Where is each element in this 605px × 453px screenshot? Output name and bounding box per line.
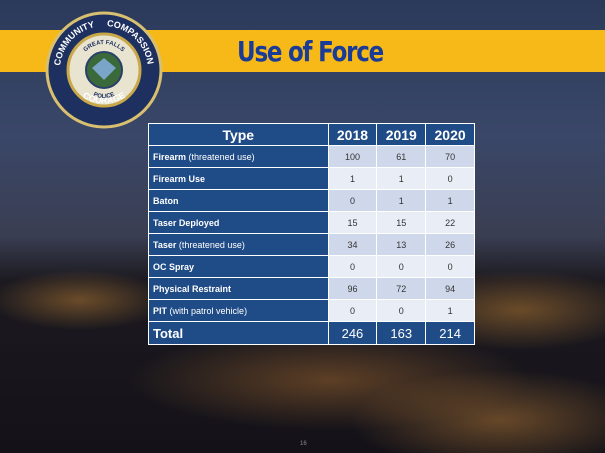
row-label-text: Total <box>153 325 184 341</box>
cell-value: 1 <box>376 167 427 190</box>
cell-value: 1 <box>425 299 475 322</box>
cell-value: 15 <box>327 211 378 234</box>
row-label: Physical Restraint <box>148 277 329 300</box>
cell-value: 72 <box>376 277 427 300</box>
cell-value: 100 <box>327 145 378 168</box>
cell-value: 13 <box>376 233 427 256</box>
cell-value: 246 <box>327 321 378 345</box>
row-label-text: Taser <box>153 239 177 250</box>
cell-value: 0 <box>376 255 427 278</box>
badge-bottom: COURAGE <box>81 90 127 105</box>
cell-value: 0 <box>376 299 427 322</box>
row-label: OC Spray <box>148 255 329 278</box>
page-number: 16 <box>300 441 307 447</box>
table-row: Physical Restraint 96 72 94 <box>148 277 475 300</box>
cell-value: 26 <box>425 233 475 256</box>
row-label-note: (threatened use) <box>178 239 245 250</box>
cell-value: 61 <box>376 145 427 168</box>
table-row: OC Spray 0 0 0 <box>148 255 475 278</box>
cell-value: 0 <box>327 189 378 212</box>
cell-value: 0 <box>327 255 378 278</box>
cell-value: 15 <box>376 211 427 234</box>
table-row: PIT (with patrol vehicle) 0 0 1 <box>148 299 475 322</box>
cell-value: 214 <box>425 321 475 345</box>
row-label-text: Firearm <box>153 151 187 162</box>
row-label-note: (with patrol vehicle) <box>169 305 248 316</box>
row-label-text: Firearm Use <box>153 173 206 184</box>
row-label: Taser (threatened use) <box>148 233 329 256</box>
row-label-text: Physical Restraint <box>153 283 232 294</box>
cell-value: 0 <box>425 167 475 190</box>
row-label: PIT (with patrol vehicle) <box>148 299 329 322</box>
badge-inner-bottom: POLICE <box>92 92 115 100</box>
column-header: Type <box>148 123 329 146</box>
column-header: 2020 <box>425 123 475 146</box>
badge-text: COURAGE <box>81 90 127 105</box>
cell-value: 1 <box>376 189 427 212</box>
cell-value: 70 <box>425 145 475 168</box>
cell-value: 1 <box>425 189 475 212</box>
table-row: Taser (threatened use) 34 13 26 <box>148 233 475 256</box>
cell-value: 163 <box>376 321 427 345</box>
cell-value: 1 <box>327 167 378 190</box>
slide-title: Use of Force <box>237 35 384 68</box>
row-label: Firearm (threatened use) <box>148 145 329 168</box>
row-label-text: Baton <box>153 195 179 206</box>
table-row: Total 246 163 214 <box>148 321 475 345</box>
cell-value: 22 <box>425 211 475 234</box>
header-row: Type 2018 2019 2020 <box>148 123 475 146</box>
row-label: Firearm Use <box>148 167 329 190</box>
table-row: Firearm (threatened use) 100 61 70 <box>148 145 475 168</box>
column-header: 2018 <box>327 123 378 146</box>
row-label-text: OC Spray <box>153 261 195 272</box>
cell-value: 0 <box>327 299 378 322</box>
badge-text: POLICE <box>92 92 115 100</box>
cell-value: 96 <box>327 277 378 300</box>
table-row: Baton 0 1 1 <box>148 189 475 212</box>
row-label-text: Taser Deployed <box>153 217 220 228</box>
row-label-text: PIT <box>153 305 168 316</box>
cell-value: 0 <box>425 255 475 278</box>
row-label: Total <box>148 321 329 345</box>
table-row: Firearm Use 1 1 0 <box>148 167 475 190</box>
cell-value: 94 <box>425 277 475 300</box>
column-header: 2019 <box>376 123 427 146</box>
row-label-note: (threatened use) <box>188 151 255 162</box>
row-label: Baton <box>148 189 329 212</box>
use-of-force-table: Type 2018 2019 2020 Firearm (threatened use)… <box>148 123 475 345</box>
row-label: Taser Deployed <box>148 211 329 234</box>
table-row: Taser Deployed 15 15 22 <box>148 211 475 234</box>
police-badge: COMMUNITY COMPASSION COURAGE GREAT FALLS… <box>45 11 163 129</box>
cell-value: 34 <box>327 233 378 256</box>
